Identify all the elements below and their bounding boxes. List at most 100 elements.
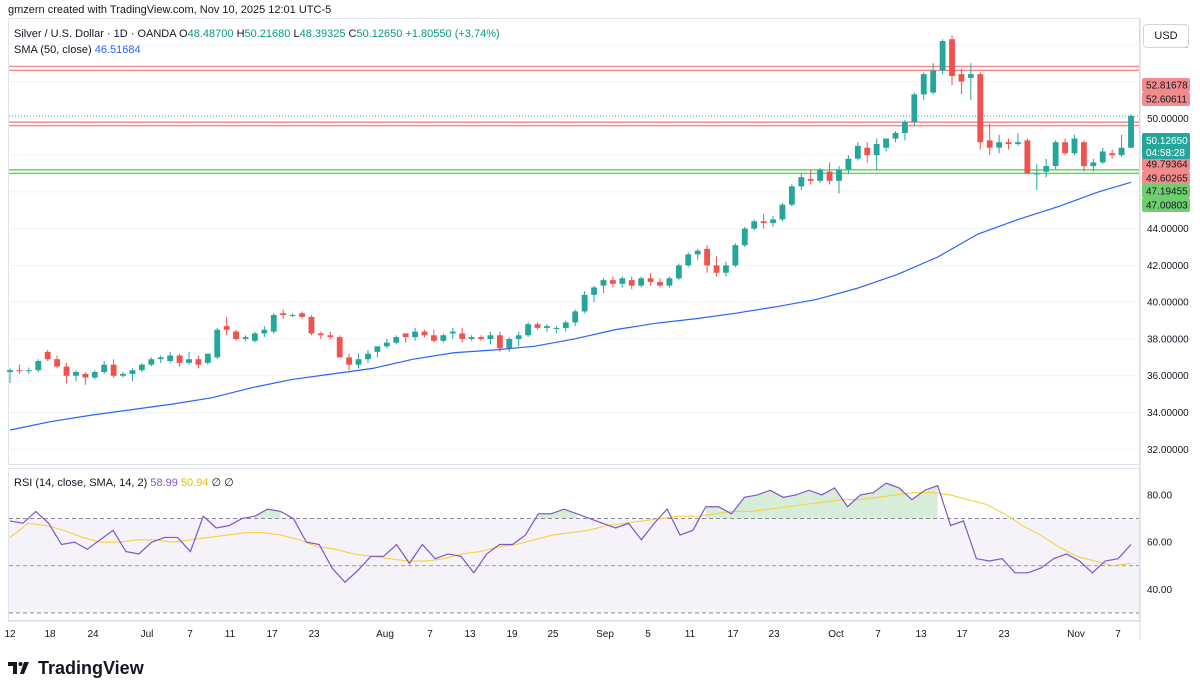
candle-body xyxy=(826,171,833,181)
level-price-tag xyxy=(1142,184,1190,198)
price-tick-label: 38.00000 xyxy=(1147,334,1189,345)
time-tick-label: 11 xyxy=(225,629,236,640)
candle-body xyxy=(694,250,701,255)
candle-body xyxy=(478,337,484,339)
brand-name: TradingView xyxy=(38,657,144,678)
candle-body xyxy=(430,335,437,341)
candle-body xyxy=(82,373,89,378)
candle-body xyxy=(223,326,230,330)
time-tick-label: Sep xyxy=(596,629,614,640)
open-label: O xyxy=(179,28,188,40)
rsi-overbought-fill xyxy=(564,509,577,519)
price-tick-label: 44.00000 xyxy=(1147,224,1189,235)
candle-body xyxy=(487,335,494,339)
candle-body xyxy=(534,324,541,328)
candle-body xyxy=(336,337,343,358)
candle-body xyxy=(317,333,324,336)
rsi-overbought-fill xyxy=(757,490,771,519)
candle-body xyxy=(1043,166,1050,172)
candle-body xyxy=(16,370,23,372)
candle-body xyxy=(157,357,164,360)
candle-body xyxy=(751,221,758,229)
change-value: +1.80550 (+3.74%) xyxy=(405,28,500,40)
candle-body xyxy=(911,94,918,122)
time-tick-label: 17 xyxy=(956,629,968,640)
candle-body xyxy=(930,70,937,93)
candle-body xyxy=(770,219,776,224)
currency-button[interactable]: USD xyxy=(1143,24,1189,48)
open-value: 48.48700 xyxy=(187,28,234,40)
level-price-tag-label: 52.60611 xyxy=(1146,95,1187,106)
time-tick-label: 19 xyxy=(506,629,518,640)
level-price-tag xyxy=(1142,92,1190,106)
rsi-legend: RSI (14, close, SMA, 14, 2) 58.99 50.94 … xyxy=(14,476,234,489)
candle-body xyxy=(996,142,1003,148)
rsi-overbought-fill xyxy=(834,487,848,519)
time-tick-label: 24 xyxy=(87,629,99,640)
time-tick-label: 12 xyxy=(4,629,16,640)
candle-body xyxy=(91,372,98,378)
last-price-tag xyxy=(1142,133,1190,159)
rsi-sma-value: 50.94 xyxy=(180,477,209,489)
level-price-tag-label: 49.79364 xyxy=(1146,160,1188,171)
candle-body xyxy=(977,74,984,143)
rsi-line xyxy=(9,482,1132,584)
sma-label[interactable]: SMA (50, close) xyxy=(14,44,92,56)
candle-body xyxy=(525,324,532,336)
rsi-overbought-fill xyxy=(731,497,745,519)
candle-body xyxy=(515,335,522,339)
candle-body xyxy=(327,335,334,338)
candle-body xyxy=(553,327,560,329)
candle-body xyxy=(1071,138,1078,154)
candle-body xyxy=(252,333,258,341)
low-value: 48.39325 xyxy=(299,28,346,40)
high-label: H xyxy=(236,28,245,40)
rsi-sma-line xyxy=(9,492,1132,567)
candle-body xyxy=(1024,140,1031,174)
price-pane-border xyxy=(8,18,1140,465)
candle-body xyxy=(54,359,61,367)
candle-body xyxy=(1033,173,1040,175)
candle-body xyxy=(214,329,221,358)
candle-body xyxy=(393,337,400,343)
time-tick-label: 7 xyxy=(427,629,433,640)
candle-body xyxy=(280,313,287,316)
time-tick-label: 18 xyxy=(44,629,56,640)
candle-body xyxy=(308,316,315,334)
candle-body xyxy=(798,177,805,187)
level-price-tag-label: 47.00803 xyxy=(1146,201,1188,212)
countdown-label: 04:58:28 xyxy=(1146,148,1185,159)
rsi-overbought-fill xyxy=(886,483,900,519)
time-tick-label: Aug xyxy=(376,629,394,640)
time-tick-label: 23 xyxy=(768,629,780,640)
sma-value: 46.51684 xyxy=(94,44,141,56)
candle-body xyxy=(1005,142,1012,145)
candle-body xyxy=(110,364,117,376)
candle-body xyxy=(854,145,861,159)
candle-body xyxy=(148,359,155,365)
candle-body xyxy=(836,169,842,181)
candle-body xyxy=(958,74,965,82)
candle-body xyxy=(129,370,136,374)
level-price-tag xyxy=(1142,171,1190,185)
close-label: C xyxy=(348,28,357,40)
candle-body xyxy=(666,278,673,286)
candle-body xyxy=(562,322,569,328)
legend-row-main: Silver / U.S. Dollar · 1D · OANDA O48.48… xyxy=(14,26,500,42)
time-tick-label: 25 xyxy=(547,629,559,640)
symbol-label[interactable]: Silver / U.S. Dollar · 1D · OANDA xyxy=(14,28,176,40)
candle-body xyxy=(1052,142,1059,167)
candle-body xyxy=(638,278,645,286)
candle-body xyxy=(449,331,456,334)
candle-body xyxy=(365,353,371,360)
candle-body xyxy=(986,140,993,148)
candle-body xyxy=(628,280,635,286)
candle-body xyxy=(581,294,588,312)
rsi-label[interactable]: RSI (14, close, SMA, 14, 2) xyxy=(14,477,148,489)
candle-body xyxy=(270,315,277,332)
time-tick-label: 17 xyxy=(266,629,278,640)
rsi-overbought-fill xyxy=(821,487,835,519)
level-price-tag-label: 47.19455 xyxy=(1146,187,1188,198)
candle-body xyxy=(939,41,946,71)
